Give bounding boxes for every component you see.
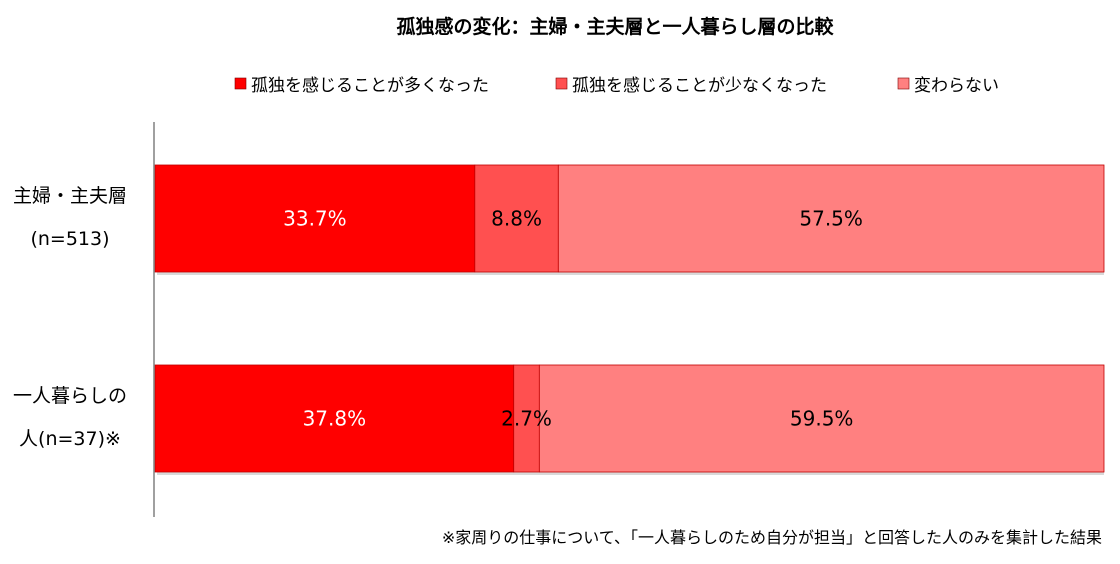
data-label-2-3: 59.5% [790, 407, 854, 431]
data-label-2-1: 37.8% [303, 407, 367, 431]
category-label-1-line-2: (n=513) [30, 228, 109, 250]
category-label-2-line-2: 人(n=37)※ [19, 428, 121, 450]
value-labels-group: 33.7% 8.8% 57.5% 37.8% 2.7% 59.5% [283, 207, 863, 431]
legend: 孤独を感じることが多くなった 孤独を感じることが少なくなった 変わらない [234, 76, 999, 96]
data-label-2-2: 2.7% [501, 407, 552, 431]
bar-segment-2-3 [538, 364, 1105, 473]
bar-segment-1-1 [154, 164, 476, 273]
bar-segment-1-3 [557, 164, 1105, 273]
data-label-1-3: 57.5% [799, 207, 863, 231]
bar-shadow [157, 472, 1104, 475]
data-label-1-1: 33.7% [283, 207, 347, 231]
legend-swatch-2 [555, 77, 568, 90]
legend-swatch-3 [897, 77, 910, 90]
bar-segment-1-2 [474, 164, 559, 273]
legend-label-2: 孤独を感じることが少なくなった [572, 76, 827, 96]
chart-title: 孤独感の変化：主婦・主夫層と一人暮らし層の比較 [396, 15, 834, 38]
category-label-1-line-1: 主婦・主夫層 [13, 185, 127, 207]
footnote: ※家周りの仕事について、「一人暮らしのため自分が担当」と回答した人のみを集計した… [442, 528, 1102, 547]
legend-label-3: 変わらない [914, 76, 999, 96]
bar-shadow [157, 272, 1104, 275]
bars-group [154, 164, 1105, 475]
data-label-1-2: 8.8% [491, 207, 542, 231]
legend-swatch-1 [234, 77, 247, 90]
bar-segment-2-1 [154, 364, 515, 473]
category-label-2-line-1: 一人暮らしの [13, 385, 127, 407]
legend-label-1: 孤独を感じることが多くなった [251, 76, 489, 96]
